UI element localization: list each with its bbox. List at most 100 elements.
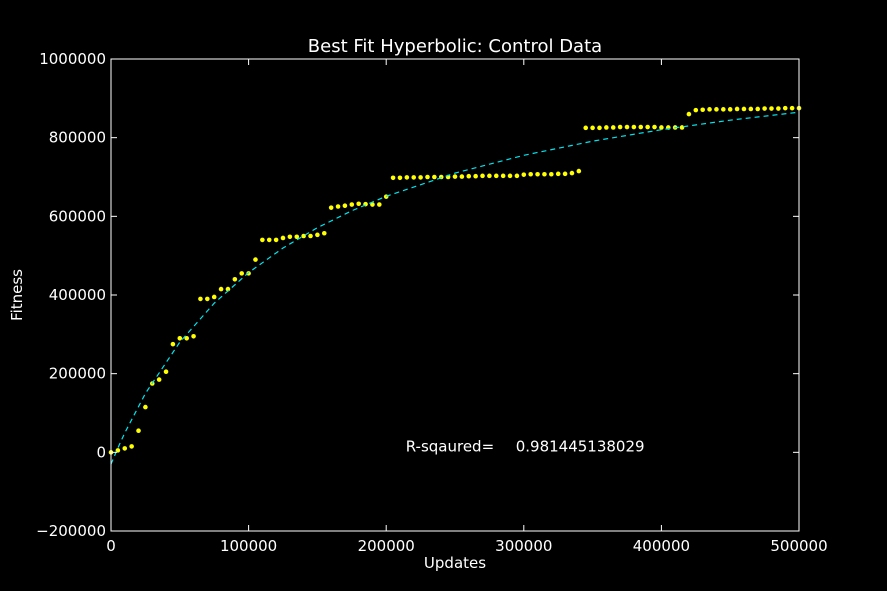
data-point — [617, 124, 623, 130]
data-point — [342, 203, 348, 209]
data-point — [493, 173, 499, 179]
data-point — [390, 175, 396, 181]
data-point — [205, 296, 210, 302]
data-point — [590, 125, 595, 131]
data-point — [528, 171, 533, 177]
data-point — [260, 237, 265, 243]
fit-line — [110, 111, 800, 465]
y-tick-label: 200000 — [49, 365, 106, 383]
data-point — [604, 125, 609, 130]
data-point — [755, 106, 761, 112]
data-point — [418, 175, 423, 180]
annotation-label: R-sqaured= — [406, 437, 494, 455]
y-tick-label: 400000 — [49, 286, 106, 304]
data-point — [377, 202, 382, 207]
chart-title: Best Fit Hyperbolic: Control Data — [308, 36, 602, 57]
data-point — [328, 205, 334, 210]
data-point — [500, 173, 506, 179]
data-point — [714, 107, 719, 112]
data-point — [473, 173, 478, 179]
data-point — [631, 124, 637, 130]
data-point — [734, 106, 740, 112]
data-point — [225, 286, 231, 292]
data-point — [693, 107, 699, 113]
data-point — [652, 124, 657, 130]
x-axis-label: Updates — [424, 554, 486, 572]
data-point — [782, 105, 788, 111]
data-point — [211, 294, 217, 300]
data-point — [659, 125, 664, 130]
data-point — [335, 204, 341, 209]
annotation-value: 0.981445138029 — [516, 437, 645, 455]
data-point — [466, 173, 472, 179]
data-point — [555, 171, 561, 177]
x-tick-label: 200000 — [358, 537, 415, 555]
y-tick-label: 0 — [96, 443, 106, 461]
data-point — [562, 171, 568, 177]
data-point — [679, 125, 685, 130]
x-tick-label: 400000 — [633, 537, 690, 555]
data-point — [122, 446, 128, 451]
data-point — [129, 444, 134, 449]
data-point — [266, 237, 272, 243]
data-point — [452, 174, 458, 179]
y-tick-label: 600000 — [49, 207, 106, 225]
data-point — [583, 125, 589, 131]
data-point — [638, 124, 644, 130]
data-point — [707, 107, 712, 112]
data-point — [789, 105, 795, 111]
data-point — [239, 271, 245, 276]
data-point — [143, 404, 148, 410]
data-point — [156, 377, 162, 382]
data-point — [198, 296, 203, 302]
data-point — [218, 286, 224, 292]
data-point — [308, 233, 313, 239]
data-point — [549, 171, 554, 177]
data-point — [280, 235, 286, 241]
data-point — [356, 201, 361, 207]
data-point — [349, 202, 355, 207]
x-tick-label: 100000 — [220, 537, 277, 555]
x-tick-label: 0 — [106, 537, 116, 555]
data-point — [748, 106, 754, 112]
data-point — [535, 171, 540, 177]
data-point — [184, 335, 189, 341]
data-point — [721, 107, 726, 112]
data-point — [542, 171, 547, 177]
data-point — [487, 173, 492, 179]
data-point — [321, 230, 327, 236]
data-point — [136, 428, 141, 434]
data-point — [404, 175, 410, 180]
data-point — [645, 124, 650, 130]
data-point — [686, 111, 692, 117]
x-tick-label: 500000 — [770, 537, 827, 555]
data-point — [480, 173, 485, 179]
data-point — [597, 125, 602, 131]
data-point — [397, 175, 403, 181]
data-point — [610, 125, 616, 130]
data-point — [741, 106, 747, 112]
data-point — [191, 334, 196, 339]
data-point — [425, 174, 430, 180]
data-point — [432, 174, 437, 180]
data-point — [177, 335, 183, 341]
y-tick-label: 1000000 — [39, 50, 106, 68]
data-point — [411, 175, 417, 180]
data-point — [776, 106, 781, 111]
data-point — [769, 106, 774, 111]
y-tick-label: −200000 — [36, 522, 106, 540]
y-axis-label: Fitness — [8, 269, 26, 321]
y-tick-label: 800000 — [49, 129, 106, 147]
data-point — [370, 202, 375, 207]
data-point — [253, 257, 258, 262]
data-point — [521, 172, 527, 177]
data-point — [163, 369, 169, 375]
data-point — [569, 170, 575, 176]
data-point — [273, 237, 279, 243]
x-tick-label: 300000 — [495, 537, 552, 555]
data-point — [727, 107, 733, 112]
data-point — [294, 234, 300, 240]
data-point — [700, 107, 705, 113]
